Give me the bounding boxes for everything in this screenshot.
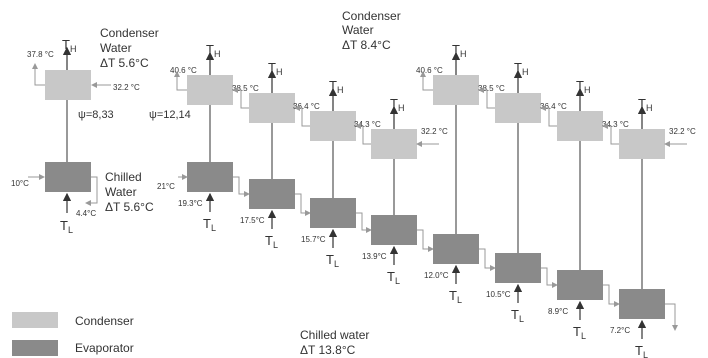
evap-out-temp: 8.9°C	[548, 307, 568, 316]
cond-temp: 36.4 °C	[540, 102, 567, 111]
tl-label: TL	[326, 252, 339, 269]
th-label: TH	[62, 37, 76, 54]
chilled-pipe	[541, 267, 558, 288]
condenser-box	[619, 129, 665, 159]
legend-condenser-label: Condenser	[75, 314, 134, 328]
condenser-box	[433, 75, 479, 105]
condenser-pipe	[294, 105, 310, 127]
chilled-outlet-pipe	[665, 303, 678, 331]
th-label: TH	[452, 42, 466, 59]
condenser-box	[249, 93, 295, 123]
cond-temp: 40.6 °C	[170, 66, 197, 75]
evaporator-box	[310, 198, 356, 228]
th-label: TH	[268, 60, 282, 77]
left-cond-outlet-pipe	[32, 63, 45, 86]
chilled-water-title: Chilled water	[300, 328, 369, 342]
cond-temp: 38.5 °C	[232, 84, 259, 93]
evaporator-box	[249, 179, 295, 209]
cond-inlet-temp: 32.2 °C	[669, 127, 696, 136]
th-label: TH	[390, 96, 404, 113]
series-units: THTL19.3°CTHTL17.5°CTHTL15.7°CTHTL13.9°C…	[28, 42, 696, 358]
cond-water-title-1: Condenser	[100, 26, 159, 40]
condenser-pipe	[602, 123, 619, 145]
cond-temp: 34.3 °C	[354, 120, 381, 129]
condenser-pipe	[232, 87, 249, 109]
chilled-pipe	[479, 248, 496, 271]
condenser-box	[310, 111, 356, 141]
evap-out-temp: 19.3°C	[178, 199, 203, 208]
tl-label: TL	[635, 343, 648, 358]
psi-left: ψ=8,33	[78, 109, 114, 121]
chilled-pipe	[603, 284, 620, 307]
psi-right: ψ=12,14	[149, 109, 191, 121]
chilled-pipe	[356, 212, 372, 233]
th-label: TH	[576, 78, 590, 95]
chilled-water-delta: ΔT 13.8°C	[300, 343, 356, 357]
cond-water-delta: ΔT 5.6°C	[100, 56, 149, 70]
evaporator-box	[495, 253, 541, 283]
cond-temp: 38.5 °C	[478, 84, 505, 93]
cond-temp: 36.4 °C	[293, 102, 320, 111]
legend-evaporator-swatch	[12, 340, 58, 356]
tl-label: TL	[387, 269, 400, 286]
condenser-outlet-pipe	[420, 71, 433, 91]
condenser-box	[371, 129, 417, 159]
chilled-title-2: Water	[105, 185, 137, 199]
evap-out-temp: 12.0°C	[424, 271, 449, 280]
chilled-pipe	[417, 229, 434, 252]
condenser-box	[45, 70, 91, 100]
evaporator-box	[433, 234, 479, 264]
legend-evaporator-label: Evaporator	[75, 341, 134, 355]
condenser-pipe	[540, 105, 557, 127]
cond-temp: 34.3 °C	[602, 120, 629, 129]
cond-water-delta: ΔT 8.4°C	[342, 38, 391, 52]
th-label: TH	[514, 60, 528, 77]
chilled-in-temp: 21°C	[157, 182, 175, 191]
cond-inlet-temp: 32.2 °C	[421, 127, 448, 136]
evaporator-box	[619, 289, 665, 319]
chilled-out-temp: 4.4°C	[76, 209, 96, 218]
legend-condenser-swatch	[12, 312, 58, 328]
chilled-pipe	[233, 176, 250, 197]
tl-label: TL	[449, 288, 462, 305]
left-system: TH TL 37.8 °C 32.2 °C 10°C 4.4°C ψ=8,33 …	[11, 26, 159, 235]
tl-label: TL	[573, 324, 586, 341]
cond-water-title-2: Water	[100, 41, 132, 55]
condenser-pipe	[355, 123, 371, 145]
condenser-box	[187, 75, 233, 105]
tl-label: TL	[60, 218, 73, 235]
chilled-delta: ΔT 5.6°C	[105, 200, 154, 214]
condenser-pipe	[478, 87, 495, 109]
evaporator-box	[187, 162, 233, 192]
cond-water-title-1: Condenser	[342, 9, 401, 23]
cond-in-temp: 32.2 °C	[113, 83, 140, 92]
tl-label: TL	[511, 307, 524, 324]
condenser-box	[557, 111, 603, 141]
tl-label: TL	[203, 216, 216, 233]
evaporator-box	[371, 215, 417, 245]
chilled-pipe	[295, 193, 311, 216]
left-chilled-outlet-pipe	[85, 176, 98, 206]
cond-temp: 40.6 °C	[416, 66, 443, 75]
evap-out-temp: 13.9°C	[362, 252, 387, 261]
chilled-in-temp: 10°C	[11, 179, 29, 188]
th-label: TH	[206, 42, 220, 59]
condenser-box	[495, 93, 541, 123]
evaporator-box	[557, 270, 603, 300]
evap-out-temp: 17.5°C	[240, 216, 265, 225]
evap-out-temp: 10.5°C	[486, 290, 511, 299]
th-label: TH	[638, 96, 652, 113]
evap-out-temp: 7.2°C	[610, 326, 630, 335]
evaporator-box	[45, 162, 91, 192]
tl-label: TL	[265, 233, 278, 250]
cond-water-title-2: Water	[342, 23, 374, 37]
right-system-labels: Condenser Water ΔT 8.4°C ψ=12,14 21°C Ch…	[149, 9, 401, 357]
legend: Condenser Evaporator	[12, 312, 134, 356]
evap-out-temp: 15.7°C	[301, 235, 326, 244]
chilled-title-1: Chilled	[105, 170, 142, 184]
th-label: TH	[329, 78, 343, 95]
cond-out-temp: 37.8 °C	[27, 50, 54, 59]
condenser-outlet-pipe	[174, 71, 187, 91]
